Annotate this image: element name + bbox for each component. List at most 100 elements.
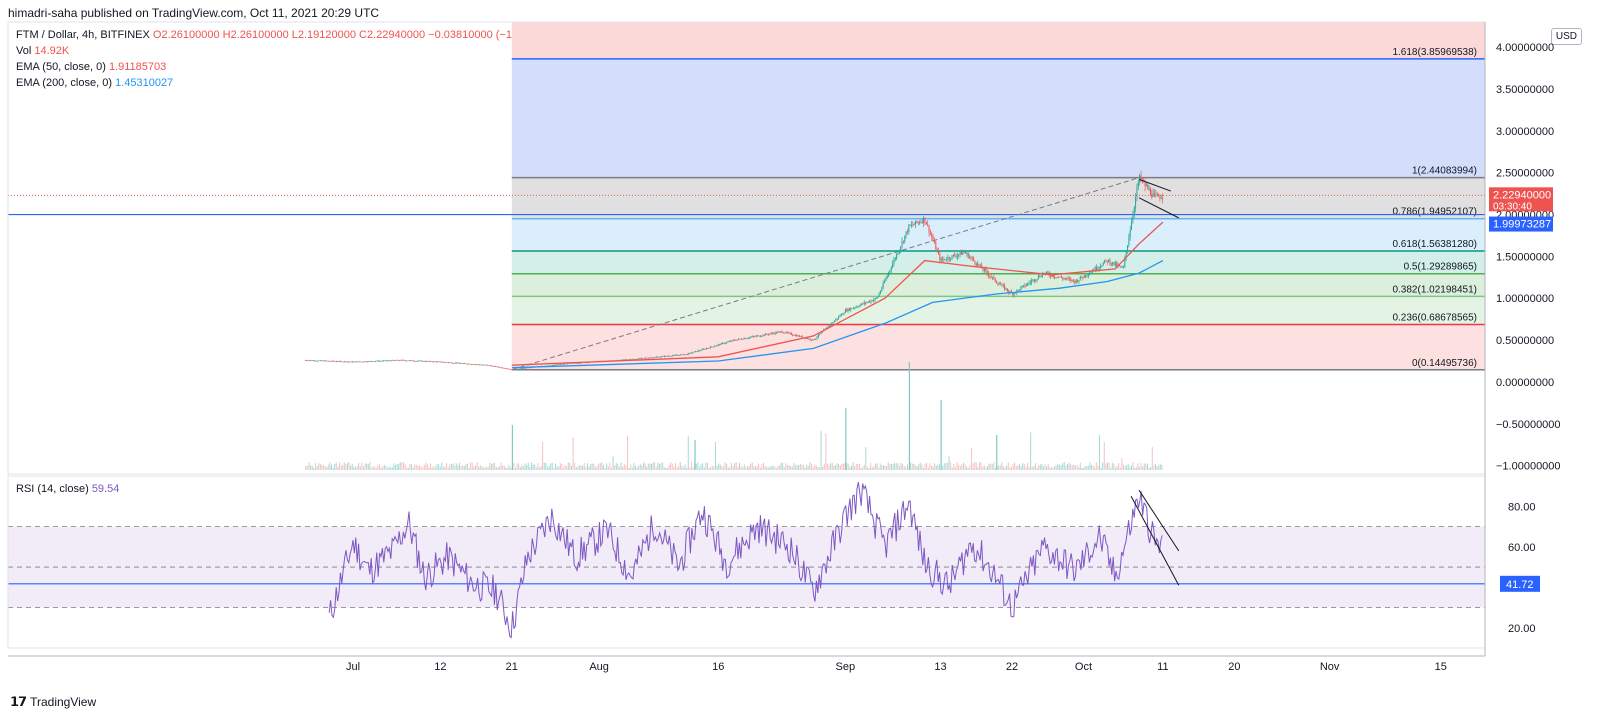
candle-body [859,304,861,307]
candle-body [666,355,668,357]
candle-body [641,357,643,359]
fib-zone-top [511,22,1485,59]
candle-body [840,313,842,317]
volume-bar [796,464,798,470]
candle-body [447,362,449,364]
candle-body [746,338,748,340]
candle-body [338,361,340,362]
rsi-legend-value: 59.54 [91,483,120,495]
volume-bar [706,462,708,470]
volume-bar [834,464,836,470]
volume-bar [502,465,504,470]
fib-level-label: 0.786(1.94952107) [1392,207,1477,218]
volume-bar [559,462,561,470]
volume-bar [815,465,817,470]
volume-bar [495,467,497,470]
volume-bar [948,456,950,470]
volume-bar [687,435,689,470]
volume-bar [1081,467,1083,470]
volume-bar [476,462,478,470]
volume-bar [1158,465,1160,470]
candle-body [466,363,468,365]
candle-body [1090,272,1092,273]
candle-body [1025,285,1027,287]
volume-bar [849,467,851,470]
candle-body [852,307,854,309]
candle-body [1120,265,1122,268]
volume-bar [1073,464,1075,470]
volume-bar [1044,464,1046,470]
candle-body [1105,260,1107,262]
candle-body [724,343,726,344]
volume-bar [839,465,841,470]
candle-body [624,359,626,361]
volume-bar [308,462,310,470]
volume-bar [628,467,630,470]
volume-bar [1126,465,1128,470]
volume-bar [897,463,899,470]
price-tick-label: −1.00000000 [1496,461,1561,473]
candle-body [798,335,800,337]
volume-bar [1036,467,1038,470]
candle-body [1001,284,1003,286]
volume-bar [530,462,532,470]
candle-body [1148,188,1150,190]
candle-body [979,264,981,266]
volume-bar [884,466,886,470]
candle-body [1155,194,1157,196]
candle-body [404,360,406,362]
candle-body [871,300,873,302]
time-tick-label: Nov [1320,661,1340,673]
candle-body [345,361,347,363]
candle-body [1020,287,1022,291]
volume-bar [753,466,755,470]
volume-bar [1012,464,1014,470]
candle-body [990,276,992,278]
candle-body [924,217,926,223]
candle-body [1044,272,1046,274]
candle-body [430,361,432,362]
candle-body [307,360,309,362]
volume-bar [798,465,800,470]
candle-body [1125,251,1127,259]
volume-bar [638,465,640,470]
volume-bar [527,463,529,470]
legend-symbol-row: FTM / Dollar, 4h, BITFINEX O2.26100000 H… [16,27,541,43]
volume-bar [601,462,603,470]
candle-body [715,345,717,347]
ema50-line [511,221,1164,366]
volume-bar [630,464,632,470]
volume-bar [1114,467,1116,470]
candle-body [393,360,395,361]
volume-bar [879,463,881,470]
candle-body [441,361,443,363]
volume-bar [350,465,352,470]
volume-bar [562,467,564,470]
volume-bar [710,467,712,470]
volume-bar [943,463,945,470]
candle-body [861,303,863,305]
currency-button[interactable]: USD [1550,28,1582,45]
candle-body [1122,266,1124,268]
candle-body [492,365,494,367]
volume-bar [905,467,907,470]
volume-bar [1087,465,1089,470]
volume-bar [756,466,758,470]
candle-body [885,278,887,282]
candle-body [670,356,672,357]
volume-bar [814,464,816,470]
candle-body [462,363,464,364]
candle-body [1085,275,1087,277]
volume-bar [988,463,990,470]
candle-body [884,281,886,283]
candle-body [738,338,740,340]
candle-body [412,360,414,362]
candle-body [771,333,773,334]
candle-body [780,331,782,333]
candle-body [847,308,849,312]
price-chart[interactable]: 1.618(3.85969538) 1(2.44083994) 0.786(1.94… [0,0,1600,690]
candle-body [1005,288,1007,290]
fib-level-label: 1.618(3.85969538) [1392,47,1477,58]
legend-vol-label: Vol [16,45,32,57]
volume-bar [412,467,414,470]
